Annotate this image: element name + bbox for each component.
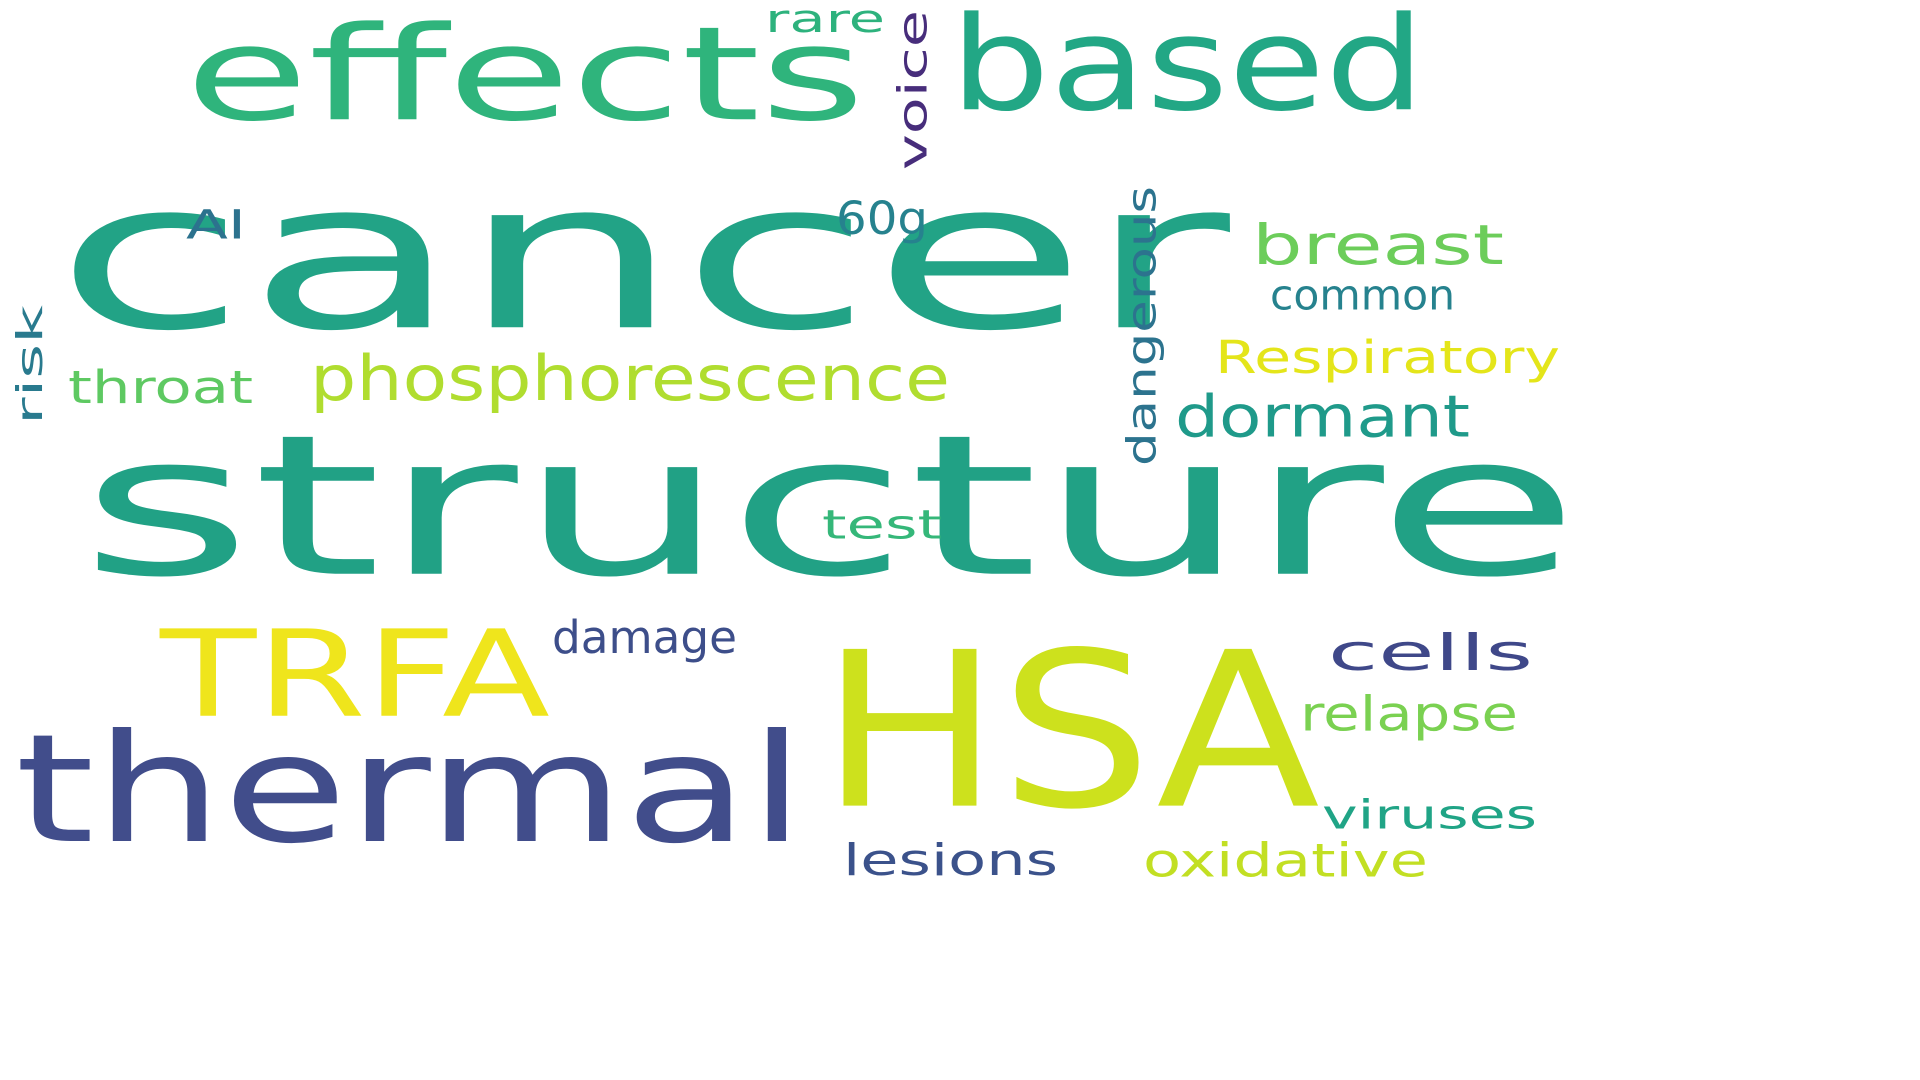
word-respiratory: Respiratory: [1215, 330, 1560, 384]
word-rare: rare: [765, 0, 885, 42]
word-relapse: relapse: [1300, 685, 1518, 742]
word-common: common: [1270, 270, 1455, 320]
word-lesions: lesions: [843, 834, 1058, 886]
word-trfa: TRFA: [160, 604, 550, 745]
word-hsa: HSA: [820, 605, 1320, 858]
word-throat: throat: [68, 360, 253, 414]
word-voice: voice: [889, 9, 937, 170]
word-ai: AI: [186, 201, 246, 249]
word-cells: cells: [1328, 623, 1533, 682]
word-cancer: cancer: [55, 136, 1230, 377]
word-thermal: thermal: [15, 701, 806, 877]
word-breast: breast: [1252, 213, 1504, 278]
word-60g: 60g: [836, 191, 928, 245]
word-dangerous: dangerous: [1118, 185, 1166, 466]
word-structure: structure: [80, 392, 1580, 621]
word-oxidative: oxidative: [1143, 833, 1428, 888]
word-based: based: [950, 0, 1425, 141]
word-phosphorescence: phosphorescence: [310, 342, 950, 415]
word-damage: damage: [552, 610, 737, 664]
word-test: test: [822, 501, 942, 549]
word-viruses: viruses: [1322, 791, 1537, 839]
word-effects: effects: [185, 0, 866, 151]
word-dormant: dormant: [1175, 382, 1470, 451]
word-risk: risk: [8, 305, 51, 425]
